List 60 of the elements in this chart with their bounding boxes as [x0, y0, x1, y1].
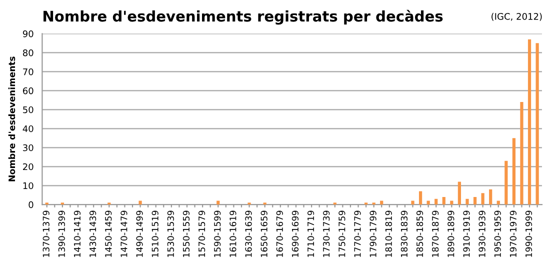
x-tick-label: 1490-1499 [136, 210, 143, 257]
bar [473, 196, 477, 205]
x-tick-label: 1710-1719 [307, 210, 314, 257]
bar [138, 200, 142, 205]
x-tick-label: 1550-1559 [182, 210, 190, 257]
x-tick-label: 1410-1419 [74, 210, 81, 257]
x-tick-label: 1830-1839 [400, 210, 408, 257]
x-tick-label: 1790-1799 [370, 210, 376, 257]
bar [411, 200, 414, 205]
x-tick-label: 1630-1639 [245, 210, 252, 257]
x-tick-label: 1990-1999 [525, 210, 532, 257]
bar [442, 196, 446, 205]
bar [512, 138, 516, 205]
x-tick-label: 1570-1579 [198, 210, 206, 257]
x-tick-label: 1510-1519 [152, 210, 158, 257]
x-tick-label: 1650-1659 [260, 210, 268, 257]
x-tick-label: 1670-1679 [276, 210, 283, 257]
x-tick-label: 1750-1759 [338, 210, 346, 257]
x-tick-label: 1690-1699 [292, 210, 299, 257]
bar [466, 198, 469, 205]
x-tick-label: 1590-1599 [214, 210, 221, 257]
x-tick-label: 1930-1939 [478, 210, 486, 257]
x-tick-label: 1730-1739 [323, 210, 330, 257]
x-tick-label: 1530-1539 [167, 210, 174, 257]
x-tick-label: 1450-1459 [105, 210, 112, 257]
bar [504, 160, 508, 205]
y-tick-label: 90 [22, 30, 34, 38]
y-tick-label: 60 [23, 87, 34, 94]
text: (IGC, 2012) [492, 12, 542, 21]
y-tick-label: 10 [23, 182, 34, 190]
y-tick-label: 40 [22, 125, 34, 132]
x-tick-label: 1810-1819 [385, 210, 392, 257]
x-tick-label: 1850-1859 [416, 210, 424, 257]
x-tick-label: 1370-1379 [42, 210, 50, 257]
x-tick-label: 1390-1399 [58, 210, 65, 257]
x-tick-label: 1770-1779 [354, 210, 361, 257]
bar [536, 43, 539, 205]
y-axis-title: Nombre d'esdeveniments [8, 56, 16, 182]
bar [418, 191, 422, 205]
bar [489, 189, 492, 205]
x-tick-label: 1610-1619 [230, 210, 236, 257]
x-tick-label: 1430-1439 [89, 210, 96, 257]
x-tick-label: 1870-1879 [432, 210, 439, 257]
bar [434, 198, 438, 205]
x-tick-label: 1890-1899 [448, 210, 454, 257]
y-tick-label: 50 [23, 106, 34, 114]
chart-title: Nombre d'esdeveniments registrats per decàdes [44, 10, 443, 25]
x-tick-label: 1950-1959 [494, 210, 501, 257]
y-tick-label: 80 [22, 49, 34, 56]
y-tick-label: 70 [23, 68, 34, 76]
bar [481, 193, 484, 205]
y-tick-label: 30 [23, 144, 34, 152]
bar [458, 182, 462, 205]
x-tick-label: 1910-1919 [463, 210, 470, 257]
x-tick-label: 1470-1479 [120, 210, 128, 257]
bar [520, 102, 524, 205]
x-tick-label: 1970-1979 [510, 210, 516, 257]
bar [528, 39, 532, 205]
y-tick-label: 20 [23, 163, 34, 170]
y-tick-label: 0 [28, 201, 34, 208]
